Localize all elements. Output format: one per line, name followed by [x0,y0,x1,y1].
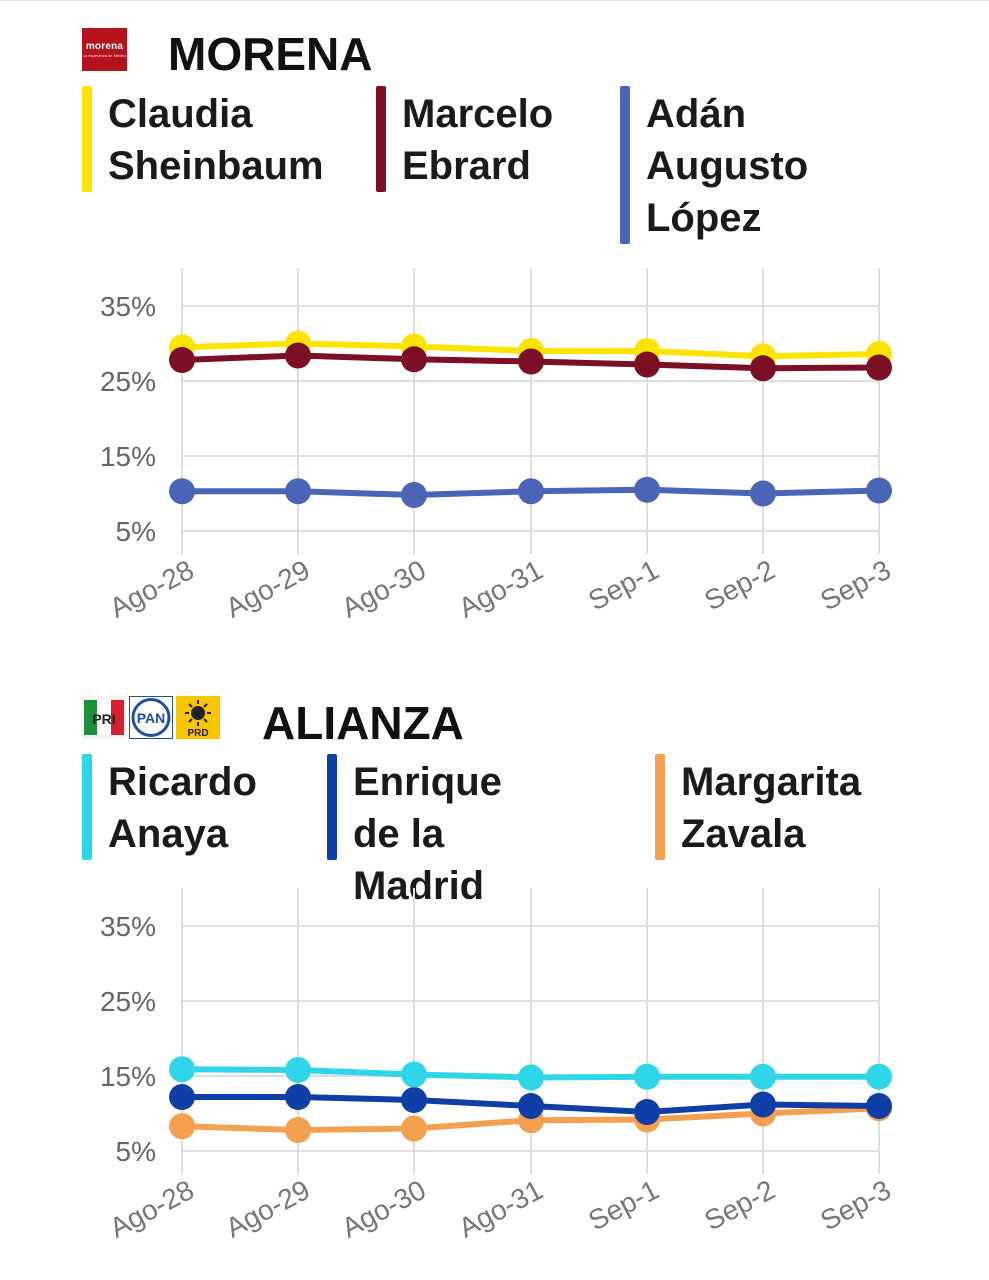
data-point [750,355,776,382]
legend-swatch [376,86,386,192]
legend-swatch [82,754,92,860]
x-tick-label: Ago-30 [337,554,431,624]
data-point [285,1084,311,1110]
x-tick-label: Sep-2 [699,554,780,616]
svg-text:PAN: PAN [137,710,166,726]
prd-logo: PRD [176,696,220,739]
x-tick-label: Sep-1 [583,1174,664,1236]
data-point [866,1093,892,1119]
top-divider [0,0,989,1]
data-point [750,480,776,507]
chart-title-morena: MORENA [168,28,373,80]
data-point [285,478,311,505]
data-point [169,1084,195,1110]
chart-title-alianza: ALIANZA [262,697,464,749]
data-point [169,1056,195,1083]
x-tick-label: Ago-31 [454,554,548,624]
legend-swatch [655,754,665,860]
data-point [285,1117,311,1143]
data-point [169,478,195,505]
data-point [285,342,311,369]
data-point [634,1099,660,1125]
x-tick-label: Ago-29 [221,1174,315,1244]
data-point [750,1063,776,1090]
y-tick-label: 15% [100,1061,156,1092]
data-point [401,346,427,373]
svg-text:PRD: PRD [187,728,208,739]
y-tick-label: 25% [100,366,156,397]
x-tick-label: Ago-29 [221,554,315,624]
y-tick-label: 35% [100,911,156,942]
data-point [401,1087,427,1113]
alianza-line-chart: 35% 25% 15% 5% Ago-28 Ago-29 Ago-30 Ago-31 Sep-1… [100,888,896,1244]
y-tick-label: 5% [116,516,156,547]
legend-label: Ricardo Anaya [108,760,257,856]
pan-logo: PAN [129,696,173,739]
alianza-logos: PRI PAN PRD [82,696,220,739]
data-point [401,1061,427,1088]
x-tick-label: Sep-3 [815,554,896,616]
data-point [518,1093,544,1119]
data-point [866,477,892,504]
morena-logo: morena La esperanza de México [82,28,127,71]
legend-label: Enrique de la Madrid [353,760,502,908]
y-tick-label: 25% [100,986,156,1017]
legend-swatch [82,86,92,192]
x-tick-label: Sep-1 [583,554,664,616]
legend-label: Margarita Zavala [681,760,862,856]
legend-label: Marcelo Ebrard [402,92,554,188]
legend-swatch [620,86,630,244]
data-point [866,1063,892,1090]
x-tick-label: Ago-28 [105,554,199,624]
data-point [518,478,544,505]
data-point [518,1064,544,1091]
data-point [285,1057,311,1083]
data-point [169,1113,195,1140]
data-point [634,1063,660,1090]
data-point [401,1115,427,1142]
x-tick-label: Ago-30 [337,1174,431,1244]
y-tick-label: 5% [116,1136,156,1167]
data-point [750,1091,776,1118]
alianza-section: PRI PAN PRD ALIANZA Ricardo Anaya Enriqu… [0,668,989,1280]
data-point [634,351,660,378]
x-tick-label: Ago-31 [454,1174,548,1244]
x-tick-label: Sep-2 [699,1174,780,1236]
legend-label: Adán Augusto López [646,92,809,240]
x-tick-label: Sep-3 [815,1174,896,1236]
legend-label: Claudia Sheinbaum [108,92,324,188]
morena-line-chart: 35% 25% 15% 5% Ago-28 Ago-29 Ago-30 Ago-31 Sep-1… [100,268,896,624]
data-point [634,476,660,503]
y-tick-label: 35% [100,291,156,322]
data-point [518,348,544,375]
pri-logo: PRI [82,696,126,739]
data-point [401,482,427,508]
data-point [169,347,195,373]
svg-text:PRI: PRI [92,711,115,727]
data-point [866,354,892,381]
y-tick-label: 15% [100,441,156,472]
x-tick-label: Ago-28 [105,1174,199,1244]
legend-swatch [327,754,337,860]
morena-section: morena La esperanza de México MORENA Cla… [82,28,896,624]
